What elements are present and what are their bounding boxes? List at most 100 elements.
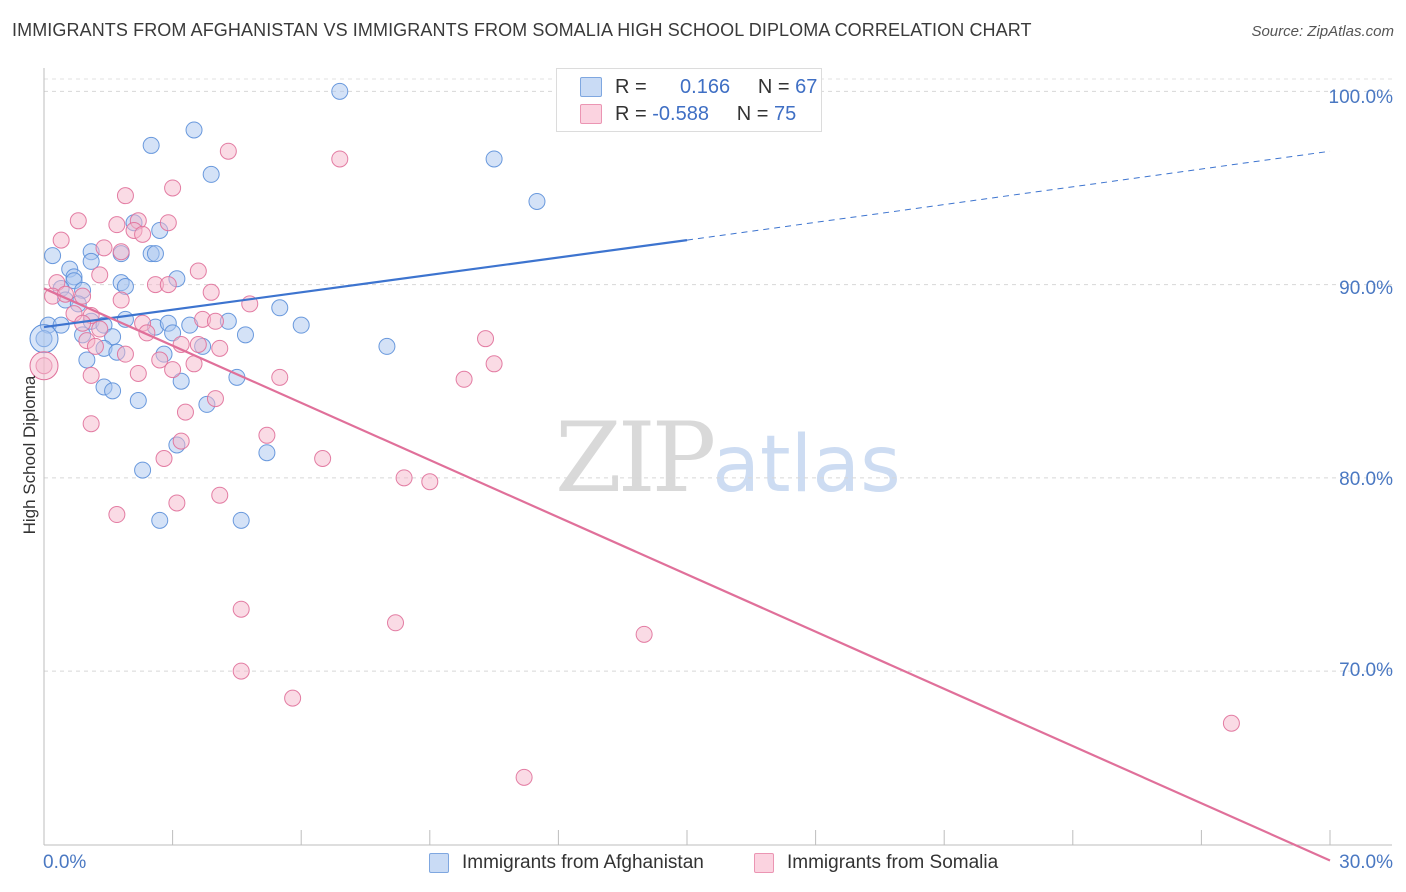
somalia-point: [116, 187, 134, 205]
somalia-point: [86, 337, 104, 355]
trend-lines: [43, 150, 1331, 862]
legend-swatch-afghanistan: [429, 853, 449, 873]
somalia-point: [232, 662, 250, 680]
afghanistan-point: [236, 326, 254, 344]
chart-title: IMMIGRANTS FROM AFGHANISTAN VS IMMIGRANT…: [12, 20, 1032, 40]
somalia-point: [455, 370, 473, 388]
afghanistan-point: [202, 165, 220, 183]
afghanistan-point: [232, 511, 250, 529]
afghanistan-point: [142, 136, 160, 154]
somalia-point: [387, 614, 405, 632]
series-afghanistan-points: [29, 82, 546, 529]
axes: [43, 68, 1392, 846]
somalia-point: [206, 390, 224, 408]
afghanistan-point: [146, 245, 164, 263]
somalia-point: [35, 357, 53, 375]
somalia-point: [129, 364, 147, 382]
somalia-point: [232, 600, 250, 618]
afghanistan-point: [528, 192, 546, 210]
afghanistan-point: [258, 444, 276, 462]
legend-swatch-somalia: [754, 853, 774, 873]
legend-item-somalia[interactable]: Immigrants from Somalia: [754, 852, 998, 874]
somalia-point: [211, 486, 229, 504]
afghanistan-point: [104, 328, 122, 346]
legend-swatch-afghanistan: [580, 77, 602, 97]
somalia-point: [635, 625, 653, 643]
somalia-point: [159, 214, 177, 232]
somalia-point: [206, 312, 224, 330]
somalia-point: [108, 506, 126, 524]
somalia-point: [116, 345, 134, 363]
afghanistan-point: [78, 351, 96, 369]
somalia-point: [82, 366, 100, 384]
series-somalia-points: [29, 142, 1240, 786]
y-tick-label: 70.0%: [1339, 660, 1393, 681]
somalia-point: [271, 368, 289, 386]
afghanistan-point: [164, 324, 182, 342]
afghanistan-point: [35, 330, 53, 348]
somalia-point: [1222, 714, 1240, 732]
somalia-point: [108, 216, 126, 234]
afghanistan-point: [185, 121, 203, 139]
somalia-point: [172, 432, 190, 450]
somalia-point: [74, 287, 92, 305]
y-axis-title: High School Diploma: [20, 375, 39, 535]
somalia-point: [176, 403, 194, 421]
x-tick-label: 0.0%: [43, 852, 87, 873]
afghanistan-point: [134, 461, 152, 479]
afghanistan-point: [378, 337, 396, 355]
somalia-point: [151, 351, 169, 369]
source-label: Source: ZipAtlas.com: [1251, 23, 1394, 40]
somalia-point: [52, 231, 70, 249]
trend-line-afghanistan-extension: [686, 150, 1331, 241]
afghanistan-point: [104, 382, 122, 400]
somalia-point: [284, 689, 302, 707]
afghanistan-point: [172, 372, 190, 390]
somalia-point: [168, 494, 186, 512]
legend-row-somalia: R = -0.588 N = 75: [580, 102, 796, 126]
y-tick-label: 100.0%: [1328, 87, 1393, 108]
somalia-point: [515, 768, 533, 786]
afghanistan-point: [44, 247, 62, 265]
somalia-point: [91, 320, 109, 338]
afghanistan-point: [151, 511, 169, 529]
correlation-legend: R = 0.166 N = 67 R = -0.588 N = 75: [556, 68, 822, 132]
legend-row-afghanistan: R = 0.166 N = 67: [580, 75, 817, 99]
somalia-point: [134, 225, 152, 243]
somalia-point: [421, 473, 439, 491]
x-tick-label: 30.0%: [1339, 852, 1393, 873]
afghanistan-point: [129, 392, 147, 410]
somalia-point: [331, 150, 349, 168]
somalia-point: [155, 450, 173, 467]
trend-line-afghanistan: [43, 239, 688, 329]
somalia-point: [29, 351, 59, 381]
somalia-point: [189, 335, 207, 353]
somalia-point: [91, 266, 109, 284]
somalia-point: [314, 450, 332, 467]
somalia-point: [202, 283, 220, 301]
somalia-point: [485, 355, 503, 373]
grid-lines: [44, 78, 1392, 672]
y-tick-label: 80.0%: [1339, 469, 1393, 490]
somalia-point: [211, 339, 229, 357]
afghanistan-point: [29, 324, 59, 354]
trend-line-somalia: [43, 287, 1331, 862]
somalia-point: [159, 276, 177, 294]
afghanistan-point: [292, 316, 310, 334]
somalia-point: [219, 142, 237, 160]
somalia-point: [395, 469, 413, 487]
somalia-point: [189, 262, 207, 280]
somalia-point: [69, 212, 87, 230]
afghanistan-point: [331, 82, 349, 100]
afghanistan-point: [485, 150, 503, 168]
somalia-point: [112, 243, 130, 261]
afghanistan-point: [82, 252, 100, 270]
legend-item-afghanistan[interactable]: Immigrants from Afghanistan: [429, 852, 704, 874]
somalia-point: [82, 415, 100, 433]
afghanistan-point: [271, 299, 289, 317]
y-tick-label: 90.0%: [1339, 278, 1393, 299]
somalia-point: [112, 291, 130, 309]
somalia-point: [95, 239, 113, 257]
somalia-point: [164, 179, 182, 197]
